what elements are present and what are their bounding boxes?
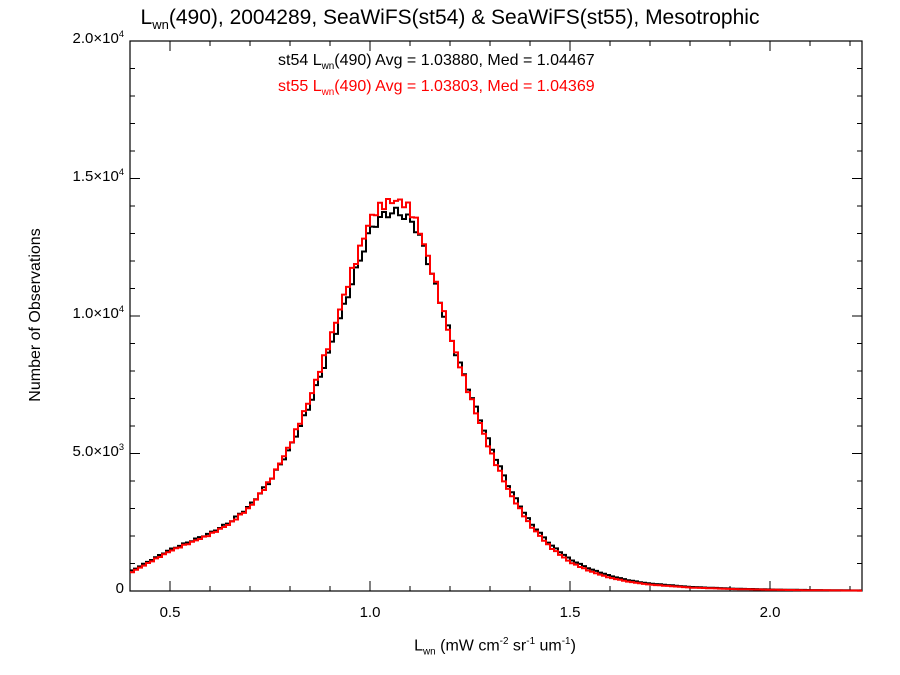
y-tick-label: 5.0×103 bbox=[72, 441, 124, 460]
y-tick-label: 1.5×104 bbox=[72, 166, 124, 185]
y-tick-label: 0 bbox=[115, 580, 124, 597]
legend-st55: st55 Lwn(490) Avg = 1.03803, Med = 1.043… bbox=[278, 78, 595, 99]
legend-st54: st54 Lwn(490) Avg = 1.03880, Med = 1.044… bbox=[278, 52, 595, 73]
x-tick-label: 1.0 bbox=[359, 604, 381, 621]
x-axis-label: Lwn (mW cm-2 sr-1 um-1) bbox=[414, 636, 576, 658]
y-tick-label: 1.0×104 bbox=[72, 304, 124, 322]
plot-frame bbox=[129, 40, 863, 592]
series-st55-line bbox=[130, 198, 862, 592]
x-tick-label: 0.5 bbox=[159, 604, 181, 621]
series-st54-line bbox=[130, 206, 862, 592]
x-tick-label: 2.0 bbox=[759, 604, 781, 621]
axis-ticks bbox=[129, 40, 862, 592]
y-tick-label: 2.0×104 bbox=[72, 29, 124, 47]
chart-title: Lwn(490), 2004289, SeaWiFS(st54) & SeaWi… bbox=[140, 6, 760, 33]
x-tick-label: 1.5 bbox=[559, 604, 581, 621]
series-lines bbox=[130, 198, 862, 592]
